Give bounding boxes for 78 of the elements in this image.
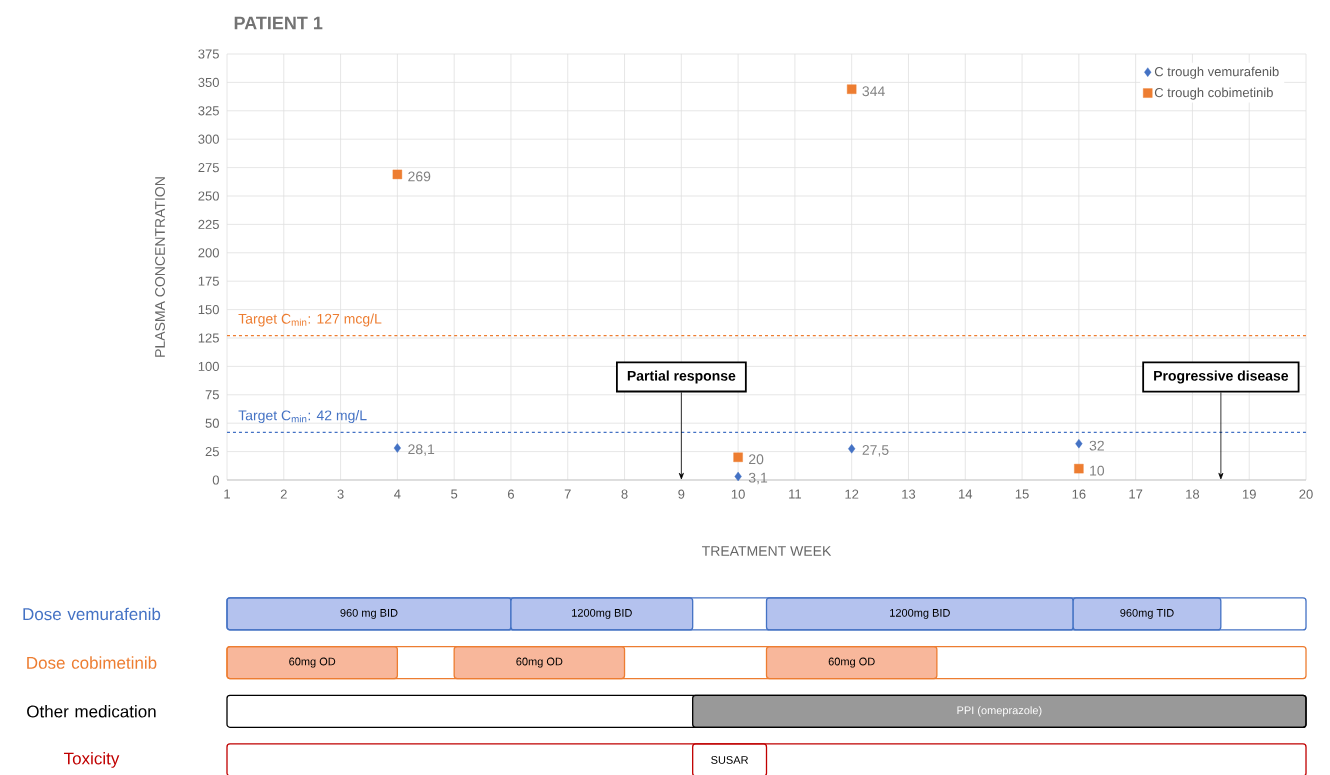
series-label: 1200mg BID: [572, 608, 632, 619]
x-tick-label: 2: [280, 489, 287, 499]
x-tick-label: 14: [959, 489, 973, 499]
x-tick-label: 4: [394, 489, 401, 499]
annotation: Progressive disease: [1154, 370, 1289, 384]
x-tick-label: 3: [337, 489, 344, 499]
ref-line-label: Target C$_{min}$: 42 mg/L: [238, 410, 367, 424]
bar: [226, 694, 1307, 728]
point: [393, 443, 401, 453]
x-tick-label: 7: [564, 489, 571, 499]
x-tick-label: 12: [845, 489, 859, 499]
data-label: 27,5: [862, 444, 889, 457]
point: [1074, 463, 1084, 474]
point: [733, 452, 743, 462]
legend-label: C trough vemurafenib: [1154, 66, 1279, 79]
y-tick-label: 200: [198, 248, 219, 258]
y-tick-label: 0: [212, 475, 219, 485]
bar: [226, 645, 1307, 680]
x-tick-label: 16: [1072, 489, 1086, 499]
y-tick-label: 225: [198, 219, 219, 229]
x-tick-label: 13: [902, 489, 916, 499]
y-tick-label: 275: [198, 162, 219, 173]
x-tick-label: 9: [678, 489, 685, 499]
data-label: 269: [408, 171, 431, 182]
series-label: 960mg TID: [1120, 608, 1174, 619]
x-tick-label: 17: [1129, 489, 1143, 499]
y-tick-label: 25: [205, 446, 219, 457]
x-tick-label: 20: [1299, 489, 1313, 499]
y-tick-label: 250: [198, 191, 219, 201]
annotation: Partial response: [627, 370, 736, 384]
y-tick-label: Other medication: [27, 705, 156, 718]
y-axis-title: PLASMA CONCENTRATION: [155, 177, 165, 357]
x-axis-title: TREATMENT WEEK: [702, 546, 832, 556]
x-tick-label: 8: [621, 489, 628, 499]
point: [1075, 438, 1083, 449]
x-tick-label: 18: [1186, 489, 1200, 499]
y-tick-label: 375: [198, 49, 219, 59]
series-label: 60mg OD: [516, 657, 563, 668]
series-label: 1200mg BID: [890, 608, 950, 619]
chart-title: PATIENT 1: [234, 16, 323, 30]
point: [734, 471, 742, 482]
data-label: 20: [749, 454, 764, 465]
x-tick-label: 10: [731, 489, 745, 499]
x-tick-label: 1: [224, 489, 230, 499]
bar: [226, 597, 1307, 631]
point: [392, 169, 403, 180]
y-tick-label: 150: [198, 304, 219, 315]
y-tick-label: 100: [198, 361, 219, 371]
data-label: 3,1: [748, 472, 768, 485]
x-tick-label: 6: [507, 489, 514, 499]
y-tick-label: Dose vemurafenib: [23, 607, 161, 621]
y-tick-label: Dose cobimetinib: [27, 656, 157, 669]
series-label: 60mg OD: [289, 657, 336, 668]
ref-line-label: Target C$_{min}$: 127 mcg/L: [238, 313, 382, 327]
data-label: 10: [1090, 465, 1105, 476]
x-tick-label: 19: [1242, 489, 1256, 499]
data-label: 32: [1089, 440, 1104, 451]
series-label: PPI (omeprazole): [957, 706, 1042, 717]
x-tick-label: 15: [1015, 489, 1029, 499]
point: [846, 84, 857, 94]
y-tick-label: 50: [205, 418, 219, 428]
y-tick-label: Toxicity: [63, 752, 120, 768]
y-tick-label: 75: [205, 390, 219, 400]
series-label: 60mg OD: [828, 657, 875, 668]
point: [848, 444, 856, 454]
data-label: 28,1: [408, 444, 435, 456]
bar: [226, 743, 1307, 775]
y-tick-label: 325: [198, 106, 219, 116]
x-tick-label: 11: [789, 489, 802, 499]
y-tick-label: 300: [198, 134, 219, 144]
y-tick-label: 350: [198, 77, 219, 87]
legend-label: C trough cobimetinib: [1154, 87, 1273, 100]
y-tick-label: 175: [198, 276, 219, 286]
series-label: 960 mg BID: [340, 608, 398, 619]
series-label: SUSAR: [711, 756, 749, 764]
x-tick-label: 5: [451, 489, 458, 499]
y-tick-label: 125: [198, 333, 219, 343]
data-label: 344: [862, 86, 885, 97]
